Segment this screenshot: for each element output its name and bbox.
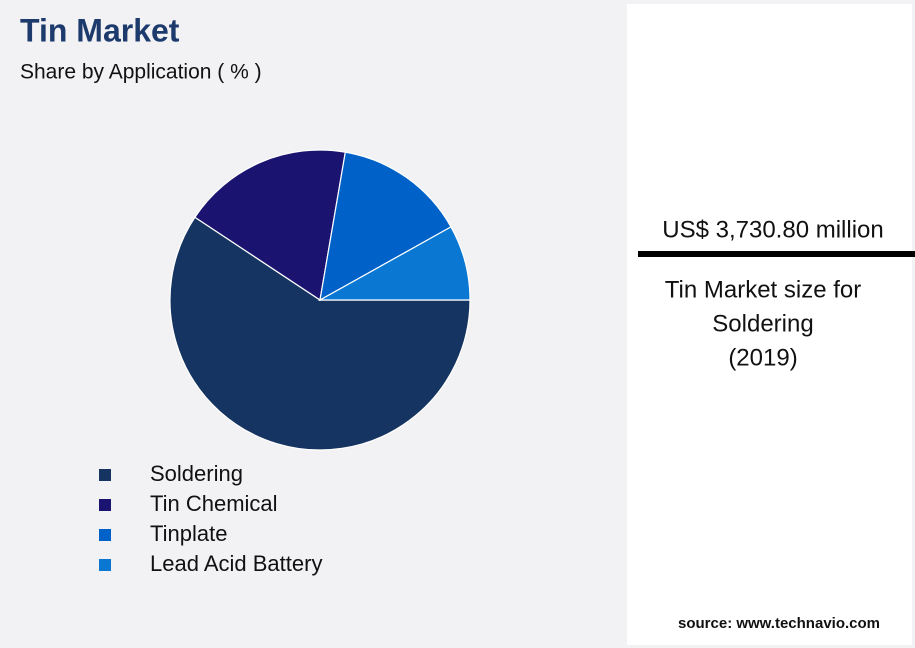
pie bbox=[169, 149, 471, 451]
callout-caption: Tin Market size for bbox=[665, 276, 862, 303]
legend: Soldering Tin Chemical Tinplate Lead Acid B… bbox=[99, 461, 322, 576]
chart-title: Tin Market bbox=[20, 12, 180, 48]
pie-slice bbox=[317, 226, 471, 301]
legend-swatch bbox=[99, 469, 111, 481]
source: source: www.technavio.com bbox=[678, 615, 880, 632]
callout-value: US$ 3,730.80 million bbox=[662, 216, 883, 243]
legend-label: Soldering bbox=[150, 461, 243, 486]
pie-slice bbox=[169, 216, 471, 451]
legend-swatch bbox=[99, 499, 111, 511]
pie-slice bbox=[194, 149, 347, 302]
chart-subtitle: Share by Application ( % ) bbox=[20, 61, 262, 84]
callout-caption: Soldering bbox=[712, 310, 813, 337]
callout-caption: (2019) bbox=[728, 344, 797, 371]
legend-swatch bbox=[99, 559, 111, 571]
pie-slice bbox=[319, 151, 452, 302]
legend-label: Tinplate bbox=[150, 521, 227, 546]
legend-label: Lead Acid Battery bbox=[150, 551, 322, 576]
side-panel bbox=[627, 4, 912, 645]
legend-label: Tin Chemical bbox=[150, 491, 278, 516]
legend-swatch bbox=[99, 529, 111, 541]
